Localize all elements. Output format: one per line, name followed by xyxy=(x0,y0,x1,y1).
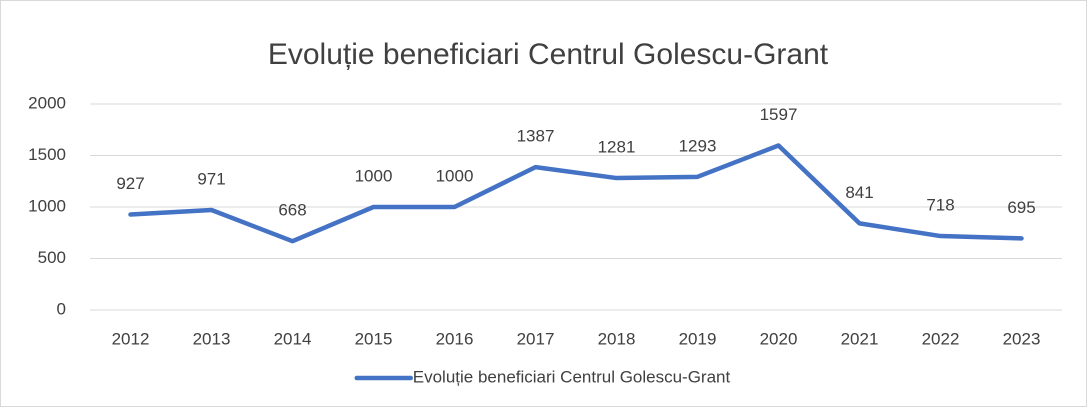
x-tick-label: 2017 xyxy=(517,329,555,348)
y-tick-label: 1500 xyxy=(28,145,66,164)
data-label: 1000 xyxy=(436,166,474,185)
series-line xyxy=(128,143,1024,244)
data-label: 1000 xyxy=(355,166,393,185)
data-label: 695 xyxy=(1007,198,1035,217)
chart-title: Evoluție beneficiari Centrul Golescu-Gra… xyxy=(268,38,829,71)
x-tick-label: 2021 xyxy=(841,329,879,348)
data-label: 668 xyxy=(278,201,306,220)
x-tick-label: 2013 xyxy=(193,329,231,348)
x-tick-label: 2019 xyxy=(679,329,717,348)
data-label: 927 xyxy=(116,174,144,193)
y-tick-label: 500 xyxy=(38,248,66,267)
x-tick-label: 2015 xyxy=(355,329,393,348)
x-tick-label: 2018 xyxy=(598,329,636,348)
legend-label: Evoluție beneficiari Centrul Golescu-Gra… xyxy=(413,367,731,386)
y-tick-label: 1000 xyxy=(28,196,66,215)
x-tick-label: 2012 xyxy=(112,329,150,348)
x-tick-label: 2023 xyxy=(1003,329,1041,348)
y-tick-label: 2000 xyxy=(28,93,66,112)
data-label: 1281 xyxy=(598,138,636,157)
data-label: 1293 xyxy=(679,136,717,155)
data-label: 971 xyxy=(197,169,225,188)
x-tick-label: 2022 xyxy=(922,329,960,348)
data-label: 1597 xyxy=(760,105,798,124)
x-tick-label: 2014 xyxy=(274,329,312,348)
data-label: 841 xyxy=(845,183,873,202)
x-tick-label: 2020 xyxy=(760,329,798,348)
data-label: 1387 xyxy=(517,127,555,146)
y-tick-label: 0 xyxy=(57,299,66,318)
x-tick-label: 2016 xyxy=(436,329,474,348)
data-label: 718 xyxy=(926,196,954,215)
